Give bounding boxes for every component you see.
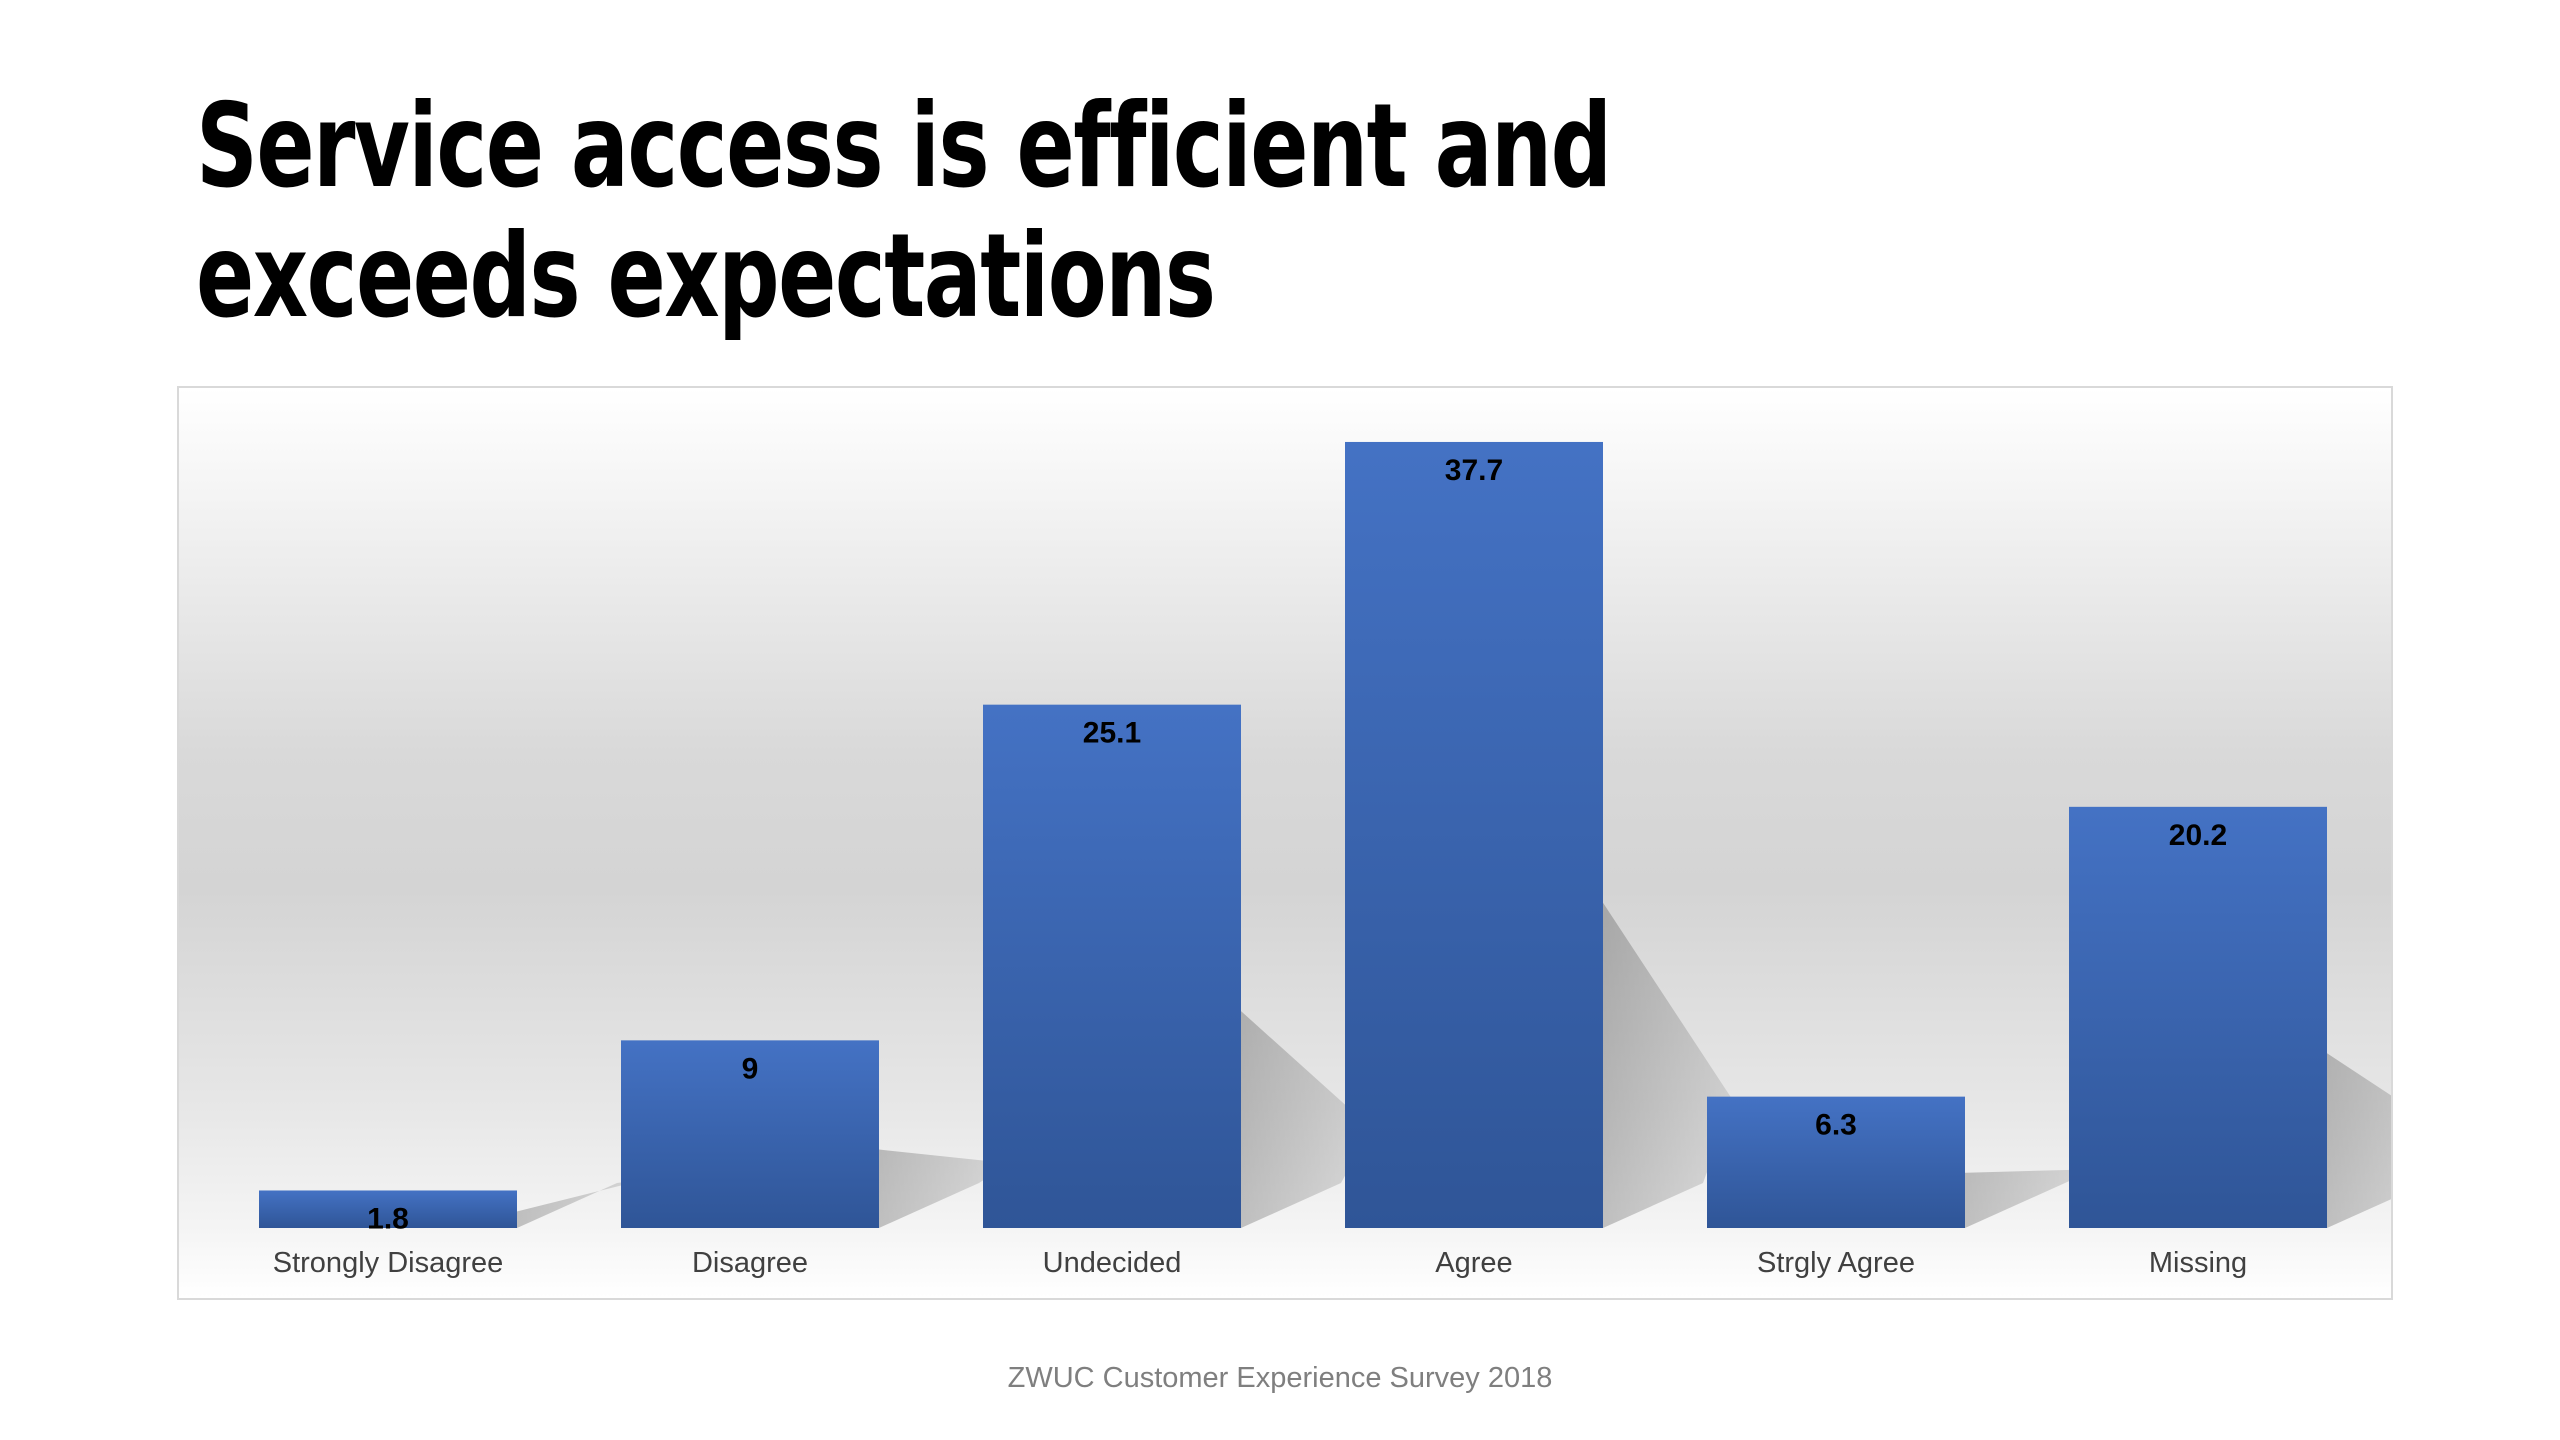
bars [259, 441, 2327, 1229]
bar-shadow-disagree [875, 1149, 1009, 1228]
bar-strgly-agree [1707, 1096, 1965, 1228]
data-label-strongly-disagree: 1.8 [367, 1202, 409, 1235]
bar-shadow-strgly-agree [1961, 1169, 2095, 1228]
bar-shadow-missing [2323, 1051, 2391, 1228]
category-label-missing: Missing [2149, 1247, 2247, 1279]
bar-disagree [621, 1040, 879, 1228]
bar-shadow-strongly-disagree [513, 1179, 647, 1228]
slide-footer: ZWUC Customer Experience Survey 2018 [1007, 1362, 1553, 1394]
category-label-strongly-disagree: Strongly Disagree [273, 1247, 504, 1279]
chart-area: 1.8 9 25.1 37.7 6.3 20.2 Strongly Disagree Dis… [177, 386, 2393, 1300]
bar-strongly-disagree [259, 1190, 517, 1228]
bar-shadow-agree [1599, 897, 1733, 1228]
data-label-disagree: 9 [742, 1052, 759, 1085]
category-labels: Strongly Disagree Disagree Undecided Agree S… [273, 1247, 2247, 1279]
bar-shadows [513, 897, 2391, 1228]
category-label-disagree: Disagree [692, 1247, 808, 1279]
bar-undecided [983, 704, 1241, 1228]
bar-agree [1345, 441, 1603, 1229]
bar-missing [2069, 806, 2327, 1228]
slide-title: Service access is efficient and exceeds … [196, 79, 1612, 344]
data-label-missing: 20.2 [2169, 819, 2227, 852]
category-label-strgly-agree: Strgly Agree [1757, 1247, 1915, 1279]
data-label-strgly-agree: 6.3 [1815, 1109, 1857, 1142]
data-label-undecided: 25.1 [1083, 717, 1141, 750]
data-labels: 1.8 9 25.1 37.7 6.3 20.2 [367, 454, 2227, 1236]
bar-chart: 1.8 9 25.1 37.7 6.3 20.2 Strongly Disagree Dis… [259, 441, 2391, 1279]
category-label-agree: Agree [1435, 1247, 1512, 1279]
data-label-agree: 37.7 [1445, 454, 1503, 487]
bar-shadow-undecided [1237, 1008, 1371, 1228]
category-label-undecided: Undecided [1043, 1247, 1182, 1279]
